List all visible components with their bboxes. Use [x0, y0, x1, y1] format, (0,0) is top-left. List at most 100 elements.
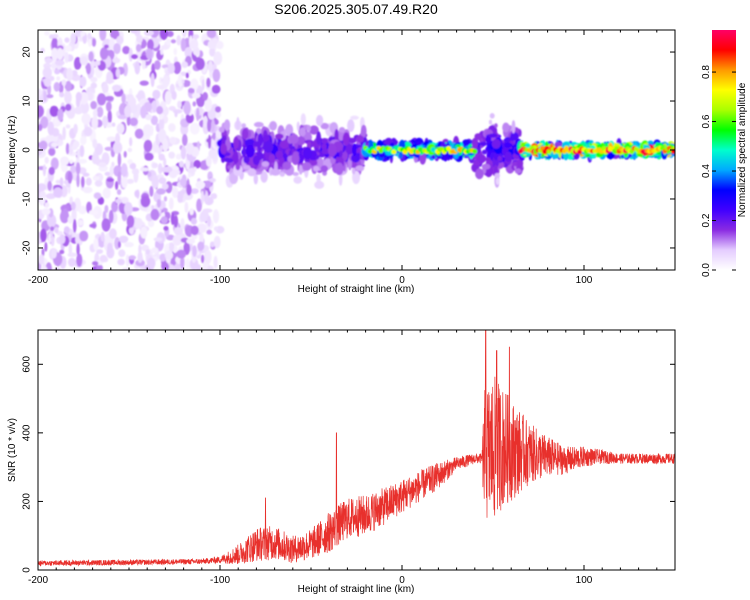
spectrogram-cell: [40, 116, 49, 129]
spectrogram-cell: [38, 123, 43, 132]
spectrogram-cell: [71, 208, 77, 222]
spectrogram-cell: [170, 257, 177, 266]
spectrogram-cell: [64, 51, 69, 64]
spectrogram-cell: [335, 162, 344, 176]
spectrogram-cell: [502, 122, 510, 133]
spectrogram-cell: [504, 142, 513, 148]
colorbar-tick-label: 0.0: [701, 263, 712, 277]
spectrogram-cell: [62, 126, 66, 140]
spectrogram-cells: [38, 30, 675, 270]
spectrogram-cell: [350, 115, 359, 120]
spectrogram-cell: [309, 125, 319, 135]
spectrogram-cell: [65, 124, 71, 129]
spectrogram-cell: [94, 180, 103, 187]
spectrogram-cell: [176, 249, 186, 259]
spectrogram-cell: [270, 168, 281, 176]
spectrogram-cell: [253, 173, 258, 185]
snr-x-label: Height of straight line (km): [298, 584, 415, 595]
spectrogram-cell: [69, 159, 74, 164]
spectrogram-cell: [134, 128, 144, 139]
spectrogram-cell: [241, 128, 249, 140]
spectrogram-cell: [181, 61, 188, 68]
spectrogram-cell: [123, 151, 127, 158]
spectrogram-cell: [180, 189, 187, 194]
spectrogram-cell: [173, 48, 178, 56]
snr-line: [38, 330, 675, 567]
x-tick-label: -100: [210, 575, 230, 586]
spectrogram-cell: [479, 141, 488, 146]
spectrogram-cell: [233, 136, 240, 149]
spectrogram-cell: [115, 181, 119, 190]
spectrogram-cell: [115, 68, 121, 78]
spectrogram-cell: [136, 34, 143, 44]
y-tick-label: 0: [22, 147, 33, 153]
spectrogram-cell: [190, 217, 197, 225]
spectrogram-cell: [80, 136, 87, 145]
spectrogram-cell: [173, 61, 182, 75]
spectrogram-cell: [41, 196, 46, 205]
spectrogram-cell: [215, 130, 222, 139]
spectrogram-cell: [128, 226, 135, 235]
spectrogram-cell: [66, 67, 73, 81]
spectrogram-cell: [476, 154, 487, 164]
spectrogram-cell: [321, 143, 327, 150]
spectrogram-cell: [142, 124, 153, 138]
spectrogram-cell: [190, 188, 199, 194]
spectrogram-cell: [68, 242, 73, 256]
spectrogram-cell: [289, 134, 299, 144]
spectrogram-cell: [202, 92, 208, 101]
spectrogram-cell: [196, 198, 203, 212]
spectrogram-cell: [38, 105, 44, 118]
spectrogram-cell: [43, 77, 52, 87]
spectrogram-cell: [279, 171, 285, 177]
spectrogram-cell: [200, 190, 204, 205]
spectrogram-cell: [206, 77, 211, 88]
spectrogram-cell: [190, 78, 199, 91]
spectrogram-cell: [158, 153, 165, 161]
spectrogram-cell: [299, 127, 306, 137]
spectrogram-cell: [101, 218, 111, 232]
x-tick-label: -200: [28, 275, 48, 286]
spectrogram-cell: [292, 172, 299, 176]
spectrogram-cell: [203, 180, 212, 189]
spectrogram-cell: [260, 171, 268, 183]
colorbar-ticks: 0.0 0.2 0.4 0.6 0.8: [701, 65, 736, 277]
spectrogram-cell: [54, 226, 59, 234]
spectrogram-cell: [99, 254, 108, 263]
spectrogram-cell: [122, 46, 130, 55]
spectrogram-cell: [168, 197, 174, 210]
y-tick-label: -10: [22, 191, 33, 206]
spectrogram-cell: [164, 250, 174, 260]
spectrogram-cell: [113, 43, 121, 55]
spectrogram-cell: [158, 117, 165, 131]
spectrogram-cell: [102, 115, 108, 128]
spectrogram-cell: [71, 201, 76, 211]
spectrogram-cell: [180, 218, 185, 230]
spectrogram-cell: [90, 67, 95, 76]
spectrogram-cell: [163, 157, 167, 167]
spectrogram-cell: [51, 47, 58, 62]
spectrogram-cell: [115, 132, 121, 145]
spectrogram-cell: [131, 54, 138, 60]
spectrogram-cell: [121, 163, 128, 178]
spectrogram-cell: [76, 253, 83, 267]
spectrogram-cell: [208, 60, 213, 73]
spectrogram-cell: [285, 148, 290, 156]
spectrogram-cell: [163, 196, 168, 202]
spectrogram-cell: [261, 161, 270, 167]
spectrogram-cell: [163, 226, 169, 231]
spectrogram-cell: [165, 38, 171, 46]
spectrogram-cell: [157, 163, 163, 175]
spectrogram-cell: [242, 145, 246, 158]
spectrogram-cell: [82, 186, 93, 194]
spectrogram-cell: [133, 217, 143, 229]
spectrogram-cell: [121, 196, 129, 204]
spectrogram-cell: [321, 148, 330, 155]
spectrogram-cell: [112, 57, 121, 64]
spectrogram-cell: [207, 134, 212, 149]
spectrogram-cell: [268, 153, 276, 163]
spectrogram-cell: [298, 164, 303, 175]
spectrogram-cell: [62, 208, 69, 220]
spectrogram-cell: [134, 60, 141, 75]
